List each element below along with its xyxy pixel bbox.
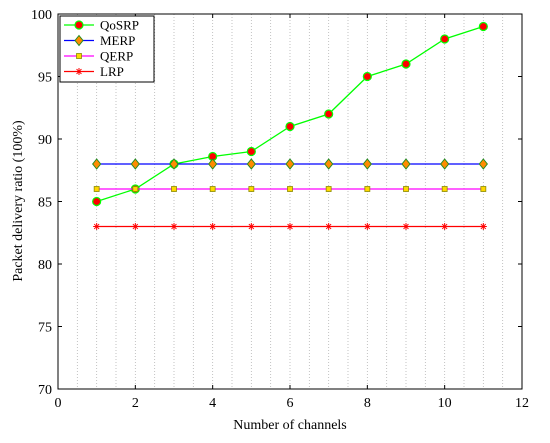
data-point-lrp [479,223,487,230]
asterisk-stroke [171,223,177,230]
y-tick-label: 75 [38,321,52,336]
data-point-qerp [209,186,216,192]
data-point-lrp [209,223,217,230]
x-tick-label: 2 [132,396,139,411]
data-point-qosrp [362,71,372,82]
data-point-merp [362,158,372,170]
data-point-qosrp [285,121,295,132]
data-point-merp [92,158,102,170]
axis-ticks: 0 2 4 6 8 10 12 70 75 80 85 90 95 100 [31,8,529,411]
asterisk-stroke [403,223,409,230]
x-axis-label: Number of channels [233,418,347,433]
legend-label-lrp: LRP [100,64,124,79]
asterisk-stroke [441,223,448,230]
data-point-merp [285,158,295,170]
data-point-qerp [480,186,487,192]
legend-marker-lrp [75,68,83,75]
grid [76,14,504,389]
series-layer [92,21,488,230]
data-point-merp [246,158,256,170]
data-point-qerp [287,186,293,192]
y-tick-label: 90 [38,133,52,148]
legend-label-merp: MERP [100,33,135,48]
asterisk-stroke [248,223,255,230]
y-tick-label: 70 [38,383,52,398]
y-tick-label: 95 [38,71,52,86]
y-tick-label: 85 [38,196,52,211]
data-point-merp [401,158,411,170]
x-tick-label: 6 [287,396,294,411]
data-point-qerp [93,186,100,192]
asterisk-stroke [76,68,82,75]
x-tick-label: 4 [209,396,216,411]
data-point-merp [208,158,218,170]
data-point-lrp [363,223,371,230]
data-point-qerp [171,186,177,192]
legend-label-qerp: QERP [100,49,133,64]
x-tick-label: 10 [438,396,452,411]
data-point-qosrp [246,146,256,157]
data-point-qosrp [478,21,488,32]
legend-marker-qerp [76,53,82,59]
asterisk-stroke [480,223,487,230]
data-point-qerp [248,186,255,192]
asterisk-stroke [93,223,100,230]
y-tick-label: 80 [38,258,52,273]
y-axis-label: Packet delivery ratio (100%) [11,120,26,282]
x-tick-label: 0 [55,396,62,411]
asterisk-stroke [132,223,139,230]
data-point-lrp [170,223,178,230]
data-point-lrp [131,223,139,230]
data-point-qosrp [92,196,102,207]
data-point-lrp [286,223,294,230]
data-point-qerp [441,186,448,192]
legend-label-qosrp: QoSRP [100,18,139,33]
data-point-merp [440,158,450,170]
data-point-qosrp [324,109,334,119]
data-point-merp [478,158,488,170]
data-point-lrp [325,223,333,230]
data-point-qosrp [440,34,450,44]
legend-marker-merp [74,34,84,47]
data-point-lrp [402,223,410,230]
asterisk-stroke [209,223,216,230]
data-point-merp [130,158,140,170]
x-tick-label: 8 [364,396,371,411]
data-point-qerp [364,186,371,192]
asterisk-stroke [325,223,332,230]
data-point-qerp [132,186,139,192]
data-point-lrp [441,223,449,230]
data-point-lrp [247,223,255,230]
data-point-qosrp [401,59,411,69]
data-point-merp [169,158,179,170]
y-tick-label: 100 [31,8,52,23]
data-point-qerp [325,186,332,192]
data-point-qerp [403,186,409,192]
data-point-merp [324,158,334,170]
legend-marker-qosrp [74,20,84,30]
data-point-lrp [93,223,101,230]
x-tick-label: 12 [515,396,529,411]
asterisk-stroke [364,223,371,230]
asterisk-stroke [287,223,293,230]
